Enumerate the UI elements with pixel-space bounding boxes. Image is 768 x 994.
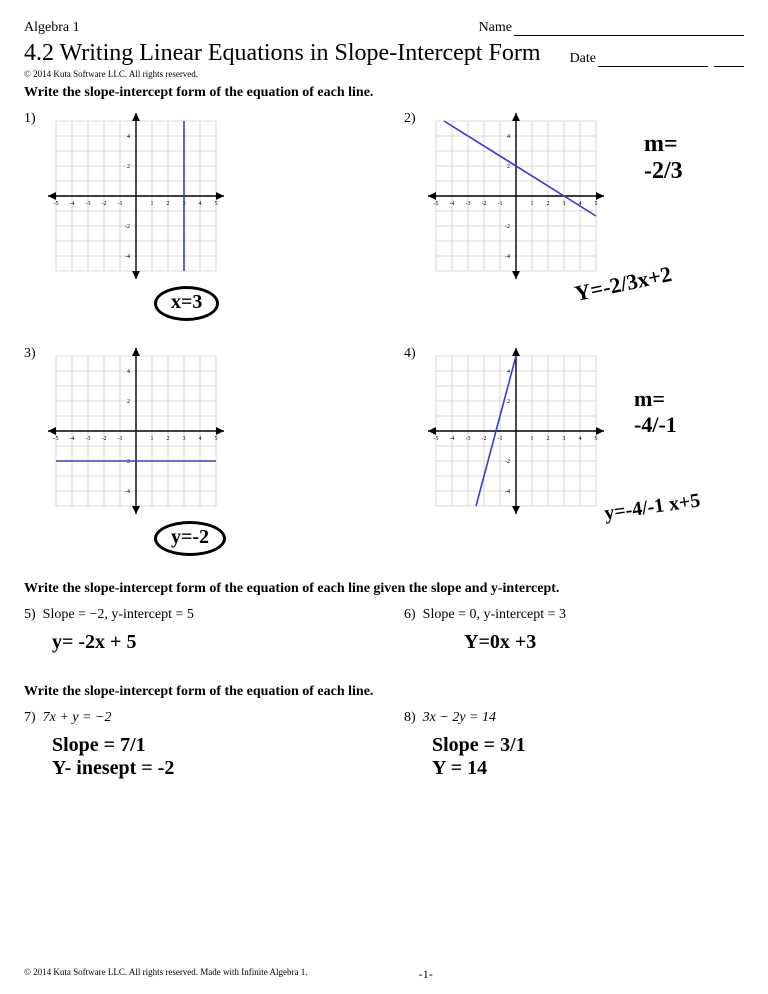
problem-5: 5) Slope = −2, y-intercept = 5 y= -2x + … xyxy=(24,607,364,654)
problem-2: 2)-5-4-3-2-11234524-2-4m= -2/3Y=-2/3x+2 xyxy=(404,111,744,286)
instruction-1: Write the slope-intercept form of the eq… xyxy=(24,85,744,101)
svg-text:2: 2 xyxy=(166,436,169,442)
svg-text:-3: -3 xyxy=(85,201,90,207)
graph-row: 3)-5-4-3-2-11234524-2-4y=-24)-5-4-3-2-11… xyxy=(24,346,744,521)
svg-text:-1: -1 xyxy=(497,201,502,207)
svg-text:-3: -3 xyxy=(85,436,90,442)
svg-text:2: 2 xyxy=(546,436,549,442)
svg-text:-4: -4 xyxy=(69,201,74,207)
svg-text:-5: -5 xyxy=(53,436,58,442)
svg-text:-4: -4 xyxy=(69,436,74,442)
handwritten-note: m= -2/3 xyxy=(644,131,683,185)
header-top: Algebra 1 Name xyxy=(24,20,744,36)
question-number: 4) xyxy=(404,346,416,362)
handwritten-answer: y=-2 xyxy=(154,521,226,556)
svg-text:-2: -2 xyxy=(125,224,130,230)
svg-text:-2: -2 xyxy=(481,201,486,207)
svg-text:2: 2 xyxy=(507,399,510,405)
title-row: 4.2 Writing Linear Equations in Slope-In… xyxy=(24,40,744,67)
handwritten-note: m= -4/-1 xyxy=(634,386,677,438)
coordinate-grid: -5-4-3-2-11234524-2-4 xyxy=(46,111,226,281)
svg-text:-1: -1 xyxy=(117,201,122,207)
svg-text:-3: -3 xyxy=(465,436,470,442)
page-number: -1- xyxy=(419,967,433,982)
problem-3: 3)-5-4-3-2-11234524-2-4y=-2 xyxy=(24,346,364,521)
svg-text:2: 2 xyxy=(507,164,510,170)
instruction-3: Write the slope-intercept form of the eq… xyxy=(24,684,744,700)
problem-8: 8) 3x − 2y = 14 Slope = 3/1 Y = 14 xyxy=(404,710,744,780)
answer-7b: Y- inesept = -2 xyxy=(52,757,364,780)
svg-text:4: 4 xyxy=(127,134,130,140)
answer-8a: Slope = 3/1 xyxy=(432,734,744,757)
svg-text:-4: -4 xyxy=(449,436,454,442)
svg-text:1: 1 xyxy=(150,201,153,207)
coordinate-grid: -5-4-3-2-11234524-2-4 xyxy=(426,111,606,281)
question-number: 2) xyxy=(404,111,416,127)
graph-row: 1)-5-4-3-2-11234524-2-4x=32)-5-4-3-2-112… xyxy=(24,111,744,286)
svg-text:2: 2 xyxy=(127,164,130,170)
answer-6: Y=0x +3 xyxy=(464,631,744,654)
name-field: Name xyxy=(479,20,744,36)
svg-text:5: 5 xyxy=(214,201,217,207)
answer-5: y= -2x + 5 xyxy=(52,631,364,654)
question-number: 1) xyxy=(24,111,36,127)
coordinate-grid: -5 -4 -3 -2 -1 1 2 3 4 5 2 4 -2 -4 xyxy=(426,346,606,516)
svg-text:1: 1 xyxy=(530,201,533,207)
problem-6: 6) Slope = 0, y-intercept = 3 Y=0x +3 xyxy=(404,607,744,654)
problem-1: 1)-5-4-3-2-11234524-2-4x=3 xyxy=(24,111,364,286)
svg-text:-2: -2 xyxy=(481,436,486,442)
copyright-top: © 2014 Kuta Software LLC. All rights res… xyxy=(24,69,744,79)
svg-text:5: 5 xyxy=(594,201,597,207)
svg-text:4: 4 xyxy=(507,134,510,140)
svg-text:4: 4 xyxy=(507,369,510,375)
footer: © 2014 Kuta Software LLC. All rights res… xyxy=(24,967,744,982)
row-text-2: 7) 7x + y = −2 Slope = 7/1 Y- inesept = … xyxy=(24,710,744,780)
question-number: 3) xyxy=(24,346,36,362)
handwritten-answer: x=3 xyxy=(154,286,219,321)
svg-text:4: 4 xyxy=(127,369,130,375)
problem-4: 4)-5-4-3-2-11234524-2-4m= -4/-1y=-4/-1 x… xyxy=(404,346,744,521)
coordinate-grid: -5 -4 -3 -2 -1 1 2 3 4 5 2 4 -2 -4 xyxy=(46,346,226,516)
svg-text:3: 3 xyxy=(182,436,185,442)
svg-text:-4: -4 xyxy=(505,254,510,260)
svg-text:-1: -1 xyxy=(497,436,502,442)
svg-text:-4: -4 xyxy=(125,254,130,260)
date-field: Date xyxy=(570,51,744,67)
row-text-1: 5) Slope = −2, y-intercept = 5 y= -2x + … xyxy=(24,607,744,654)
svg-text:-2: -2 xyxy=(125,459,130,465)
svg-text:4: 4 xyxy=(578,436,581,442)
answer-7a: Slope = 7/1 xyxy=(52,734,364,757)
svg-text:4: 4 xyxy=(198,201,201,207)
svg-text:3: 3 xyxy=(562,201,565,207)
problem-7: 7) 7x + y = −2 Slope = 7/1 Y- inesept = … xyxy=(24,710,364,780)
svg-text:5: 5 xyxy=(594,436,597,442)
svg-text:-5: -5 xyxy=(433,201,438,207)
svg-text:-1: -1 xyxy=(117,436,122,442)
svg-text:-5: -5 xyxy=(433,436,438,442)
svg-text:-5: -5 xyxy=(53,201,58,207)
footer-copyright: © 2014 Kuta Software LLC. All rights res… xyxy=(24,967,308,982)
svg-text:-2: -2 xyxy=(101,436,106,442)
svg-text:4: 4 xyxy=(198,436,201,442)
svg-text:1: 1 xyxy=(150,436,153,442)
svg-text:-2: -2 xyxy=(505,224,510,230)
instruction-2: Write the slope-intercept form of the eq… xyxy=(24,581,744,597)
svg-text:-2: -2 xyxy=(505,459,510,465)
svg-text:2: 2 xyxy=(546,201,549,207)
course: Algebra 1 xyxy=(24,20,80,36)
svg-text:-3: -3 xyxy=(465,201,470,207)
svg-text:1: 1 xyxy=(530,436,533,442)
svg-text:3: 3 xyxy=(562,436,565,442)
svg-text:-4: -4 xyxy=(125,489,130,495)
page-title: 4.2 Writing Linear Equations in Slope-In… xyxy=(24,40,540,67)
answer-8b: Y = 14 xyxy=(432,757,744,780)
handwritten-note: y=-4/-1 x+5 xyxy=(603,489,702,525)
svg-text:-4: -4 xyxy=(449,201,454,207)
svg-text:-2: -2 xyxy=(101,201,106,207)
svg-text:2: 2 xyxy=(166,201,169,207)
svg-text:2: 2 xyxy=(127,399,130,405)
svg-text:5: 5 xyxy=(214,436,217,442)
svg-text:-4: -4 xyxy=(505,489,510,495)
